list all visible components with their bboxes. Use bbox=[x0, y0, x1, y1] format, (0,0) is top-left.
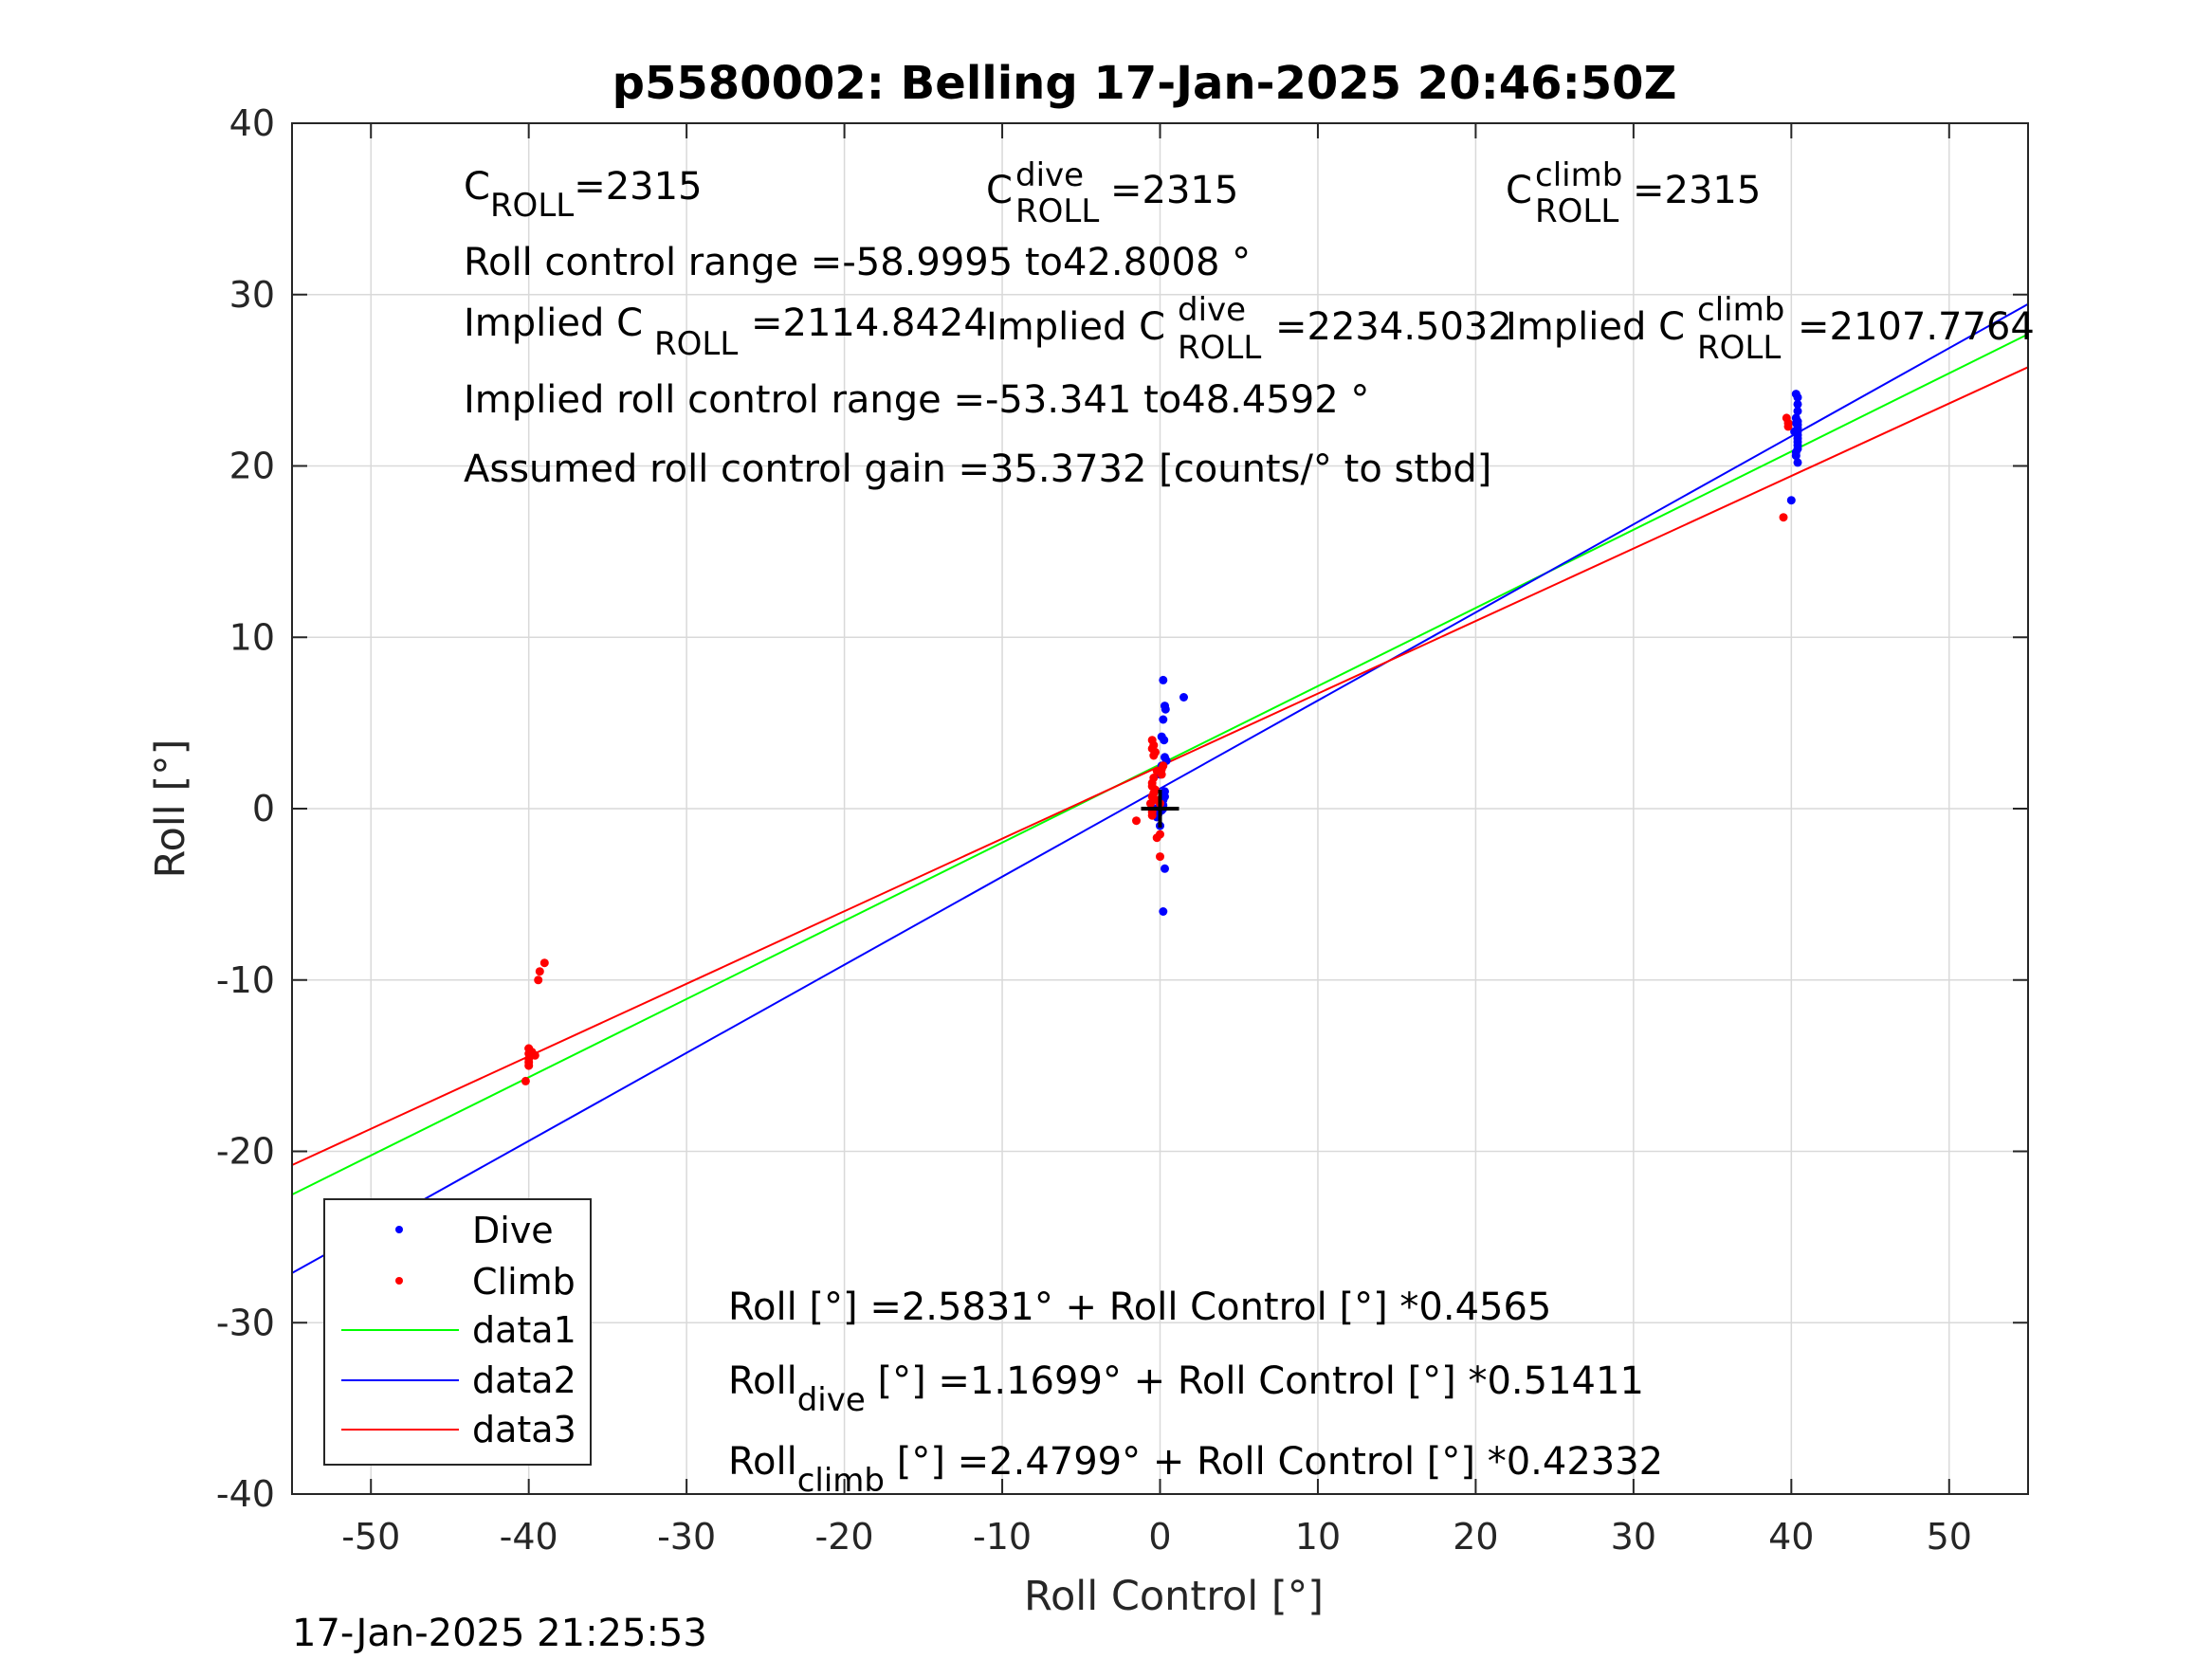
annotation-c-roll-dive: C bbox=[986, 169, 1013, 212]
x-tick-labels: -50 -40 -30 -20 -10 0 10 20 30 40 50 bbox=[341, 1516, 1972, 1558]
y-tick-label: -40 bbox=[216, 1473, 275, 1515]
legend-label-dive: Dive bbox=[472, 1210, 554, 1251]
annotation-c-roll-climb: C bbox=[1506, 169, 1532, 212]
point-climb bbox=[1149, 751, 1159, 760]
annotation-roll-control-range: Roll control range =-58.9995 to42.8008 ° bbox=[464, 241, 1251, 284]
annotation-implied-c-roll: Implied C bbox=[464, 301, 643, 345]
point-dive bbox=[1159, 715, 1168, 724]
annotation-c-roll-dive-sup: dive bbox=[1015, 156, 1084, 194]
point-climb bbox=[1157, 764, 1166, 774]
x-tick-label: -50 bbox=[341, 1516, 400, 1558]
point-dive bbox=[1159, 675, 1168, 684]
x-tick-label: 40 bbox=[1768, 1516, 1814, 1558]
y-tick-label: 0 bbox=[252, 788, 275, 830]
x-tick-label: -20 bbox=[815, 1516, 874, 1558]
y-tick-labels: -40 -30 -20 -10 0 10 20 30 40 bbox=[216, 102, 275, 1515]
origin-marker bbox=[1141, 790, 1179, 828]
point-climb bbox=[1783, 422, 1793, 431]
legend-marker-climb bbox=[395, 1277, 403, 1285]
chart-title: p5580002: Belling 17-Jan-2025 20:46:50Z bbox=[612, 57, 1677, 110]
annotation-c-roll: CROLL=2315 bbox=[464, 165, 703, 225]
y-axis-label: Roll [°] bbox=[147, 739, 194, 879]
point-dive bbox=[1793, 392, 1802, 402]
annotation-fit-all: Roll [°] =2.5831° + Roll Control [°] *0.… bbox=[728, 1285, 1551, 1329]
annotation-implied-c-roll-dive-sup: dive bbox=[1178, 291, 1246, 329]
legend-label-data2: data2 bbox=[472, 1359, 576, 1401]
x-tick-label: 20 bbox=[1453, 1516, 1498, 1558]
point-dive bbox=[1159, 907, 1168, 916]
timestamp: 17-Jan-2025 21:25:53 bbox=[292, 1612, 707, 1655]
point-climb bbox=[1147, 811, 1157, 820]
point-dive bbox=[1161, 864, 1169, 873]
point-dive bbox=[1161, 704, 1170, 714]
point-climb bbox=[534, 975, 543, 985]
point-climb bbox=[524, 1061, 534, 1070]
point-climb bbox=[524, 1044, 534, 1053]
point-climb bbox=[521, 1076, 530, 1085]
point-climb bbox=[1132, 816, 1141, 826]
annotation-fit-climb: Rollclimb [°] =2.4799° + Roll Control [°… bbox=[728, 1440, 1663, 1500]
x-tick-label: -30 bbox=[657, 1516, 716, 1558]
y-tick-label: -30 bbox=[216, 1302, 275, 1343]
annotation-fit-dive: Rolldive [°] =1.1699° + Roll Control [°]… bbox=[728, 1359, 1644, 1419]
point-dive bbox=[1793, 399, 1802, 409]
x-tick-label: 10 bbox=[1295, 1516, 1341, 1558]
x-tick-label: -10 bbox=[973, 1516, 1032, 1558]
point-climb bbox=[1146, 799, 1155, 809]
point-dive bbox=[1161, 792, 1169, 801]
annotation-implied-c-roll-sub: ROLL bbox=[654, 325, 738, 363]
point-dive bbox=[1160, 736, 1169, 745]
point-climb bbox=[1149, 774, 1159, 782]
annotation-implied-c-roll-climb-sub: ROLL bbox=[1697, 329, 1781, 367]
annotation-c-roll-dive-value: =2315 bbox=[1110, 169, 1238, 212]
point-dive bbox=[1793, 407, 1802, 416]
legend-marker-dive bbox=[395, 1226, 403, 1233]
annotation-implied-c-roll-climb: Implied C bbox=[1506, 305, 1685, 349]
annotation-implied-c-roll-climb-sup: climb bbox=[1697, 291, 1784, 329]
data-points bbox=[521, 390, 1802, 1085]
point-climb bbox=[1156, 852, 1164, 862]
annotation-implied-c-roll-dive-sub: ROLL bbox=[1178, 329, 1261, 367]
annotation-implied-c-roll-climb-value: =2107.7764 bbox=[1798, 305, 2035, 349]
point-climb bbox=[1779, 513, 1788, 522]
y-tick-label: 10 bbox=[229, 616, 275, 658]
annotation-c-roll-dive-sub: ROLL bbox=[1015, 192, 1099, 230]
x-tick-label: 50 bbox=[1927, 1516, 1972, 1558]
point-dive bbox=[1790, 427, 1800, 436]
annotation-assumed-gain: Assumed roll control gain =35.3732 [coun… bbox=[464, 447, 1491, 491]
point-climb bbox=[539, 958, 549, 968]
annotation-c-roll-climb-sub: ROLL bbox=[1535, 192, 1618, 230]
y-tick-label: 40 bbox=[229, 102, 275, 144]
point-dive bbox=[1786, 496, 1796, 505]
x-tick-label: -40 bbox=[500, 1516, 558, 1558]
x-tick-label: 30 bbox=[1611, 1516, 1656, 1558]
axis-ticks bbox=[292, 122, 2028, 1495]
y-tick-label: -20 bbox=[216, 1131, 275, 1173]
fit-line-data2 bbox=[291, 302, 2029, 1274]
annotation-c-roll-climb-sup: climb bbox=[1535, 156, 1622, 194]
y-tick-label: 30 bbox=[229, 274, 275, 316]
legend-label-climb: Climb bbox=[472, 1261, 576, 1303]
legend: Dive Climb data1 data2 data3 bbox=[323, 1198, 592, 1466]
point-climb bbox=[535, 967, 544, 976]
point-dive bbox=[1793, 458, 1802, 467]
annotation-implied-c-roll-dive: Implied C bbox=[986, 305, 1165, 349]
annotation-implied-c-roll-value: =2114.8424 bbox=[751, 301, 988, 345]
point-dive bbox=[1791, 418, 1801, 428]
point-dive bbox=[1791, 451, 1801, 461]
point-climb bbox=[530, 1050, 539, 1060]
point-climb bbox=[1152, 833, 1161, 843]
y-tick-label: -10 bbox=[216, 959, 275, 1001]
legend-label-data1: data1 bbox=[472, 1309, 576, 1351]
annotation-implied-c-roll-dive-value: =2234.5032 bbox=[1275, 305, 1512, 349]
legend-label-data3: data3 bbox=[472, 1409, 576, 1450]
x-tick-label: 0 bbox=[1148, 1516, 1171, 1558]
annotation-c-roll-climb-value: =2315 bbox=[1633, 169, 1761, 212]
point-dive bbox=[1179, 693, 1188, 702]
x-axis-label: Roll Control [°] bbox=[1024, 1573, 1324, 1620]
legend-box bbox=[323, 1198, 592, 1466]
annotation-implied-roll-control-range: Implied roll control range =-53.341 to48… bbox=[464, 378, 1369, 422]
y-tick-label: 20 bbox=[229, 446, 275, 487]
